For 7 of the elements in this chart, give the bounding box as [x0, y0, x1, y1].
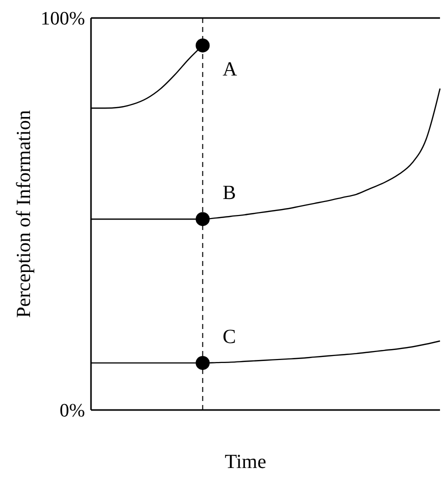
series-label: C [222, 326, 236, 348]
x-axis-title: Time [224, 451, 266, 473]
y-axis-title: Perception of Information [13, 110, 35, 318]
series-label: A [222, 58, 238, 80]
y-tick-label: 0% [60, 400, 86, 422]
y-tick-label: 100% [40, 8, 86, 30]
series-label: B [222, 182, 236, 204]
